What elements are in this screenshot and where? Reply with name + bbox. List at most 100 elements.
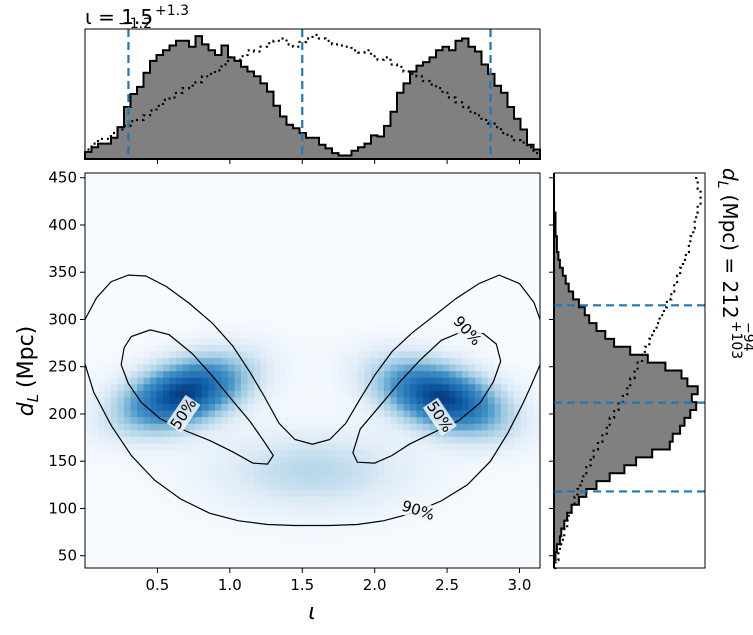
- heatmap-cell: [442, 212, 450, 220]
- heatmap-cell: [286, 482, 294, 490]
- heatmap-cell: [234, 238, 242, 247]
- heatmap-cell: [299, 212, 307, 220]
- marginal-y-posterior: [553, 173, 699, 568]
- heatmap-cell: [358, 192, 366, 200]
- heatmap-cell: [156, 548, 164, 556]
- heatmap-cell: [358, 475, 366, 484]
- heatmap-cell: [150, 232, 158, 240]
- heatmap-cell: [221, 535, 229, 543]
- heatmap-cell: [520, 410, 528, 418]
- heatmap-cell: [273, 265, 281, 273]
- heatmap-cell: [293, 515, 301, 523]
- heatmap-cell: [215, 508, 223, 516]
- heatmap-cell: [234, 225, 242, 233]
- heatmap-cell: [208, 344, 216, 352]
- heatmap-cell: [91, 482, 99, 490]
- heatmap-cell: [364, 429, 372, 437]
- heatmap-cell: [221, 324, 229, 332]
- heatmap-cell: [501, 344, 509, 352]
- heatmap-cell: [163, 377, 171, 385]
- heatmap-cell: [332, 390, 340, 398]
- heatmap-cell: [488, 271, 496, 279]
- heatmap-cell: [345, 252, 353, 260]
- heatmap-cell: [182, 219, 190, 227]
- heatmap-cell: [442, 502, 450, 510]
- heatmap-cell: [410, 179, 418, 187]
- heatmap-cell: [137, 416, 145, 424]
- heatmap-cell: [124, 475, 132, 484]
- heatmap-cell: [85, 317, 93, 326]
- heatmap-cell: [254, 291, 262, 299]
- heatmap-cell: [481, 410, 489, 418]
- contour-label-bg: [449, 312, 486, 350]
- heatmap-cell: [377, 442, 385, 451]
- heatmap-cell: [247, 429, 255, 437]
- heatmap-cell: [455, 311, 463, 319]
- heatmap-cell: [117, 238, 125, 247]
- heatmap-cell: [351, 212, 359, 220]
- heatmap-cell: [364, 324, 372, 332]
- heatmap-cell: [85, 410, 93, 418]
- heatmap-cell: [468, 278, 476, 286]
- heatmap-cell: [156, 482, 164, 490]
- heatmap-cell: [85, 489, 93, 497]
- heatmap-cell: [332, 291, 340, 299]
- heatmap-cell: [299, 298, 307, 306]
- heatmap-cell: [488, 212, 496, 220]
- heatmap-cell: [98, 429, 106, 437]
- heatmap-cell: [520, 225, 528, 233]
- heatmap-cell: [312, 357, 320, 365]
- heatmap-cell: [533, 390, 540, 398]
- heatmap-cell: [494, 337, 502, 345]
- heatmap-cell: [377, 508, 385, 516]
- heatmap-cell: [267, 423, 275, 431]
- heatmap-cell: [299, 278, 307, 286]
- heatmap-cell: [325, 278, 333, 286]
- heatmap-cell: [221, 298, 229, 306]
- heatmap-cell: [384, 344, 392, 352]
- heatmap-cell: [286, 429, 294, 437]
- heatmap-cell: [293, 561, 301, 568]
- heatmap-cell: [182, 212, 190, 220]
- heatmap-cell: [423, 482, 431, 490]
- heatmap-cell: [189, 528, 197, 536]
- heatmap-cell: [494, 173, 502, 181]
- heatmap-cell: [455, 186, 463, 194]
- heatmap-cell: [332, 350, 340, 358]
- heatmap-cell: [442, 482, 450, 490]
- heatmap-cell: [182, 554, 190, 563]
- heatmap-cell: [241, 475, 249, 484]
- heatmap-cell: [182, 456, 190, 464]
- heatmap-cell: [124, 403, 132, 411]
- heatmap-cell: [234, 291, 242, 299]
- heatmap-cell: [91, 429, 99, 437]
- heatmap-cell: [514, 442, 522, 451]
- heatmap-cell: [312, 179, 320, 187]
- heatmap-cell: [384, 265, 392, 273]
- heatmap-cell: [91, 456, 99, 464]
- heatmap-cell: [397, 324, 405, 332]
- heatmap-cell: [481, 482, 489, 490]
- heatmap-cell: [169, 535, 177, 543]
- heatmap-cell: [397, 456, 405, 464]
- heatmap-cell: [241, 252, 249, 260]
- heatmap-cell: [403, 469, 411, 477]
- heatmap-cell: [195, 192, 203, 200]
- heatmap-cell: [98, 284, 106, 293]
- heatmap-cell: [195, 396, 203, 405]
- heatmap-cell: [416, 238, 424, 247]
- heatmap-cell: [442, 561, 450, 568]
- heatmap-cell: [260, 535, 268, 543]
- heatmap-cell: [384, 357, 392, 365]
- heatmap-cell: [475, 456, 483, 464]
- heatmap-cell: [442, 238, 450, 247]
- heatmap-cell: [130, 232, 138, 240]
- heatmap-cell: [371, 212, 379, 220]
- heatmap-cell: [358, 258, 366, 266]
- heatmap-cell: [124, 508, 132, 516]
- heatmap-cell: [442, 225, 450, 233]
- heatmap-cell: [306, 462, 314, 470]
- heatmap-cell: [488, 469, 496, 477]
- x-axis-label: ι: [308, 600, 315, 625]
- heatmap-cell: [208, 410, 216, 418]
